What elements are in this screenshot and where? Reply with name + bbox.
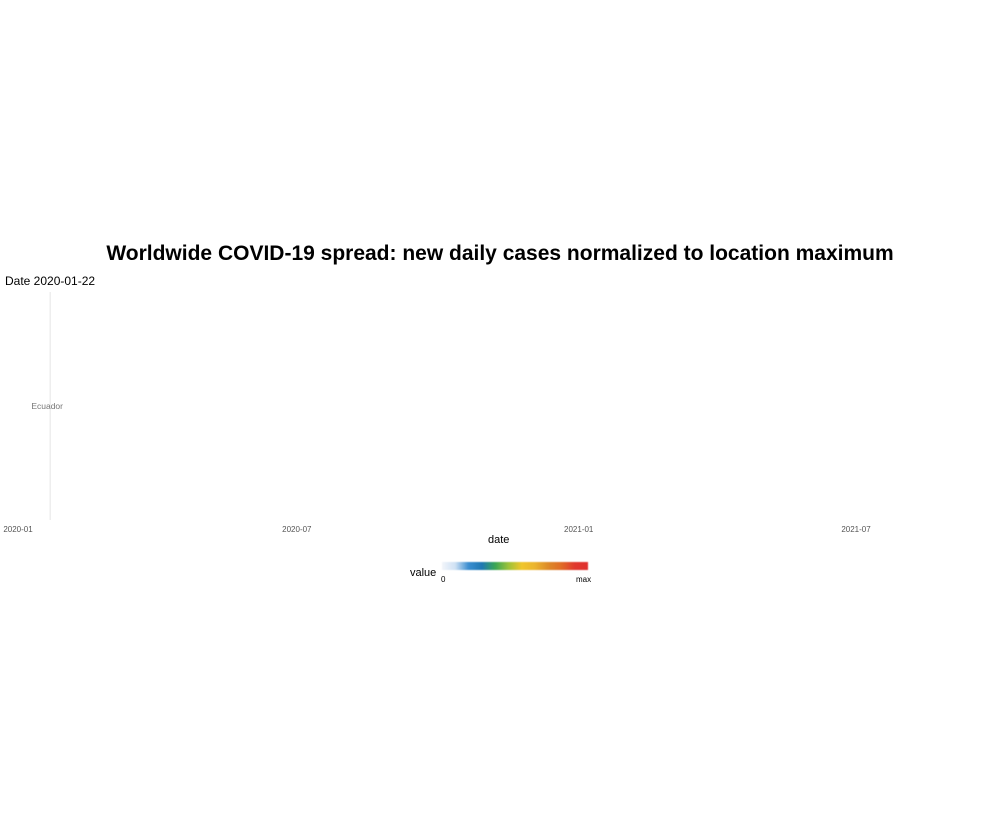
x-tick-label: 2021-07 <box>841 525 871 534</box>
legend-title: value <box>410 567 437 579</box>
chart-title: Worldwide COVID-19 spread: new daily cas… <box>106 242 894 265</box>
legend-color-bar <box>442 562 588 570</box>
x-tick-label: 2021-01 <box>564 525 594 534</box>
legend-min-label: 0 <box>441 575 446 584</box>
legend-max-label: max <box>576 575 592 584</box>
x-axis-label: date <box>488 534 510 546</box>
x-tick-label: 2020-07 <box>282 525 312 534</box>
row-label: Ecuador <box>31 401 63 411</box>
x-tick-label: 2020-01 <box>3 525 33 534</box>
date-subtitle: Date 2020-01-22 <box>5 274 96 288</box>
